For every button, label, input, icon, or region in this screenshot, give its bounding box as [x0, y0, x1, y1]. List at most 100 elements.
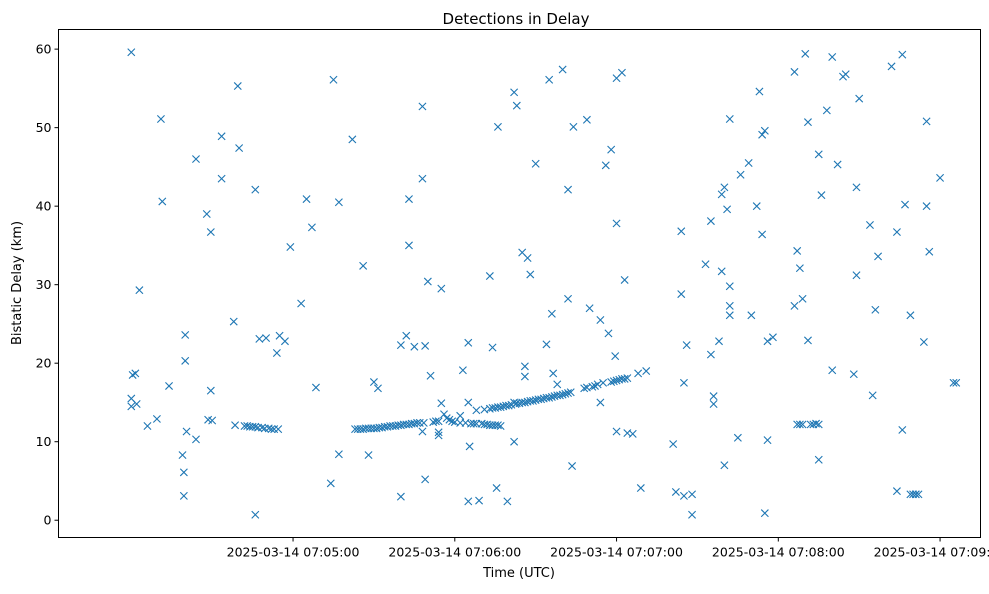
- data-point: [231, 421, 240, 430]
- data-point: [464, 497, 473, 506]
- data-point: [262, 334, 271, 343]
- data-point: [404, 241, 413, 250]
- data-point: [677, 227, 686, 236]
- data-point: [404, 195, 413, 204]
- data-point: [510, 437, 519, 446]
- y-tick-label: 30: [36, 277, 52, 292]
- data-point: [564, 185, 573, 194]
- data-point: [952, 378, 961, 387]
- data-markers: [127, 48, 961, 519]
- data-point: [795, 420, 804, 429]
- data-point: [465, 442, 474, 451]
- data-point: [744, 158, 753, 167]
- data-point: [458, 366, 467, 375]
- x-tick-label: 2025-03-14 07:07:00: [550, 545, 683, 560]
- data-point: [520, 362, 529, 371]
- data-point: [418, 427, 427, 436]
- data-point: [131, 369, 140, 378]
- data-point: [568, 462, 577, 471]
- y-tick-label: 20: [36, 356, 52, 371]
- data-point: [747, 311, 756, 320]
- data-point: [493, 421, 502, 430]
- data-point: [566, 388, 575, 397]
- data-point: [852, 183, 861, 192]
- data-point: [596, 316, 605, 324]
- data-point: [752, 202, 761, 211]
- x-tick-label: 2025-03-14 07:05:00: [227, 545, 360, 560]
- data-point: [504, 401, 513, 410]
- data-point: [135, 286, 144, 295]
- data-point: [682, 341, 691, 350]
- x-tick-label: 2025-03-14 07:09:00: [874, 545, 989, 560]
- data-point: [437, 284, 446, 293]
- data-point: [580, 384, 589, 393]
- data-point: [334, 450, 343, 459]
- data-point: [706, 350, 715, 359]
- data-point: [892, 228, 901, 237]
- data-point: [814, 150, 823, 159]
- data-point: [488, 343, 497, 352]
- data-point: [437, 399, 446, 408]
- data-point: [620, 374, 629, 383]
- data-point: [634, 369, 643, 378]
- data-point: [493, 122, 502, 131]
- data-point: [348, 135, 357, 144]
- data-point: [421, 475, 430, 484]
- data-point: [421, 341, 430, 350]
- data-point: [922, 202, 931, 211]
- data-point: [528, 396, 537, 405]
- data-point: [334, 198, 343, 207]
- data-point: [434, 428, 443, 437]
- data-point: [475, 496, 484, 505]
- x-tick-label: 2025-03-14 07:06:00: [388, 545, 521, 560]
- data-point: [235, 144, 244, 153]
- data-point: [887, 62, 896, 71]
- data-point: [949, 378, 958, 387]
- data-point: [623, 374, 632, 383]
- data-point: [604, 329, 613, 338]
- data-point: [679, 378, 688, 387]
- data-point: [760, 509, 769, 518]
- data-point: [709, 392, 718, 401]
- data-point: [852, 271, 861, 280]
- data-point: [822, 106, 831, 115]
- data-point: [919, 338, 928, 346]
- data-point: [418, 174, 427, 183]
- y-tick-label: 10: [36, 434, 52, 449]
- data-point: [503, 497, 512, 506]
- data-point: [423, 277, 432, 286]
- data-point: [520, 372, 529, 381]
- data-point: [725, 282, 734, 291]
- data-point: [803, 118, 812, 127]
- data-point: [763, 337, 772, 346]
- data-point: [874, 252, 883, 261]
- data-point: [725, 115, 734, 123]
- data-point: [549, 369, 558, 378]
- data-point: [817, 191, 826, 200]
- data-point: [898, 50, 907, 59]
- data-point: [628, 429, 637, 438]
- data-point: [679, 491, 688, 500]
- data-point: [202, 210, 211, 219]
- data-point: [669, 440, 678, 449]
- data-point: [558, 390, 567, 399]
- data-point: [922, 117, 931, 126]
- data-point: [795, 264, 804, 273]
- data-point: [833, 160, 842, 169]
- data-point: [760, 126, 769, 135]
- data-point: [373, 384, 382, 393]
- data-point: [179, 491, 188, 500]
- data-point: [369, 378, 378, 387]
- data-point: [286, 243, 295, 251]
- data-point: [790, 301, 799, 310]
- data-point: [612, 376, 621, 385]
- data-point: [841, 70, 850, 79]
- data-point: [755, 87, 764, 96]
- data-point: [868, 391, 877, 400]
- data-point: [152, 414, 161, 423]
- data-point: [677, 290, 686, 299]
- y-axis-label: Bistatic Delay (km): [10, 221, 25, 345]
- data-point: [217, 132, 226, 141]
